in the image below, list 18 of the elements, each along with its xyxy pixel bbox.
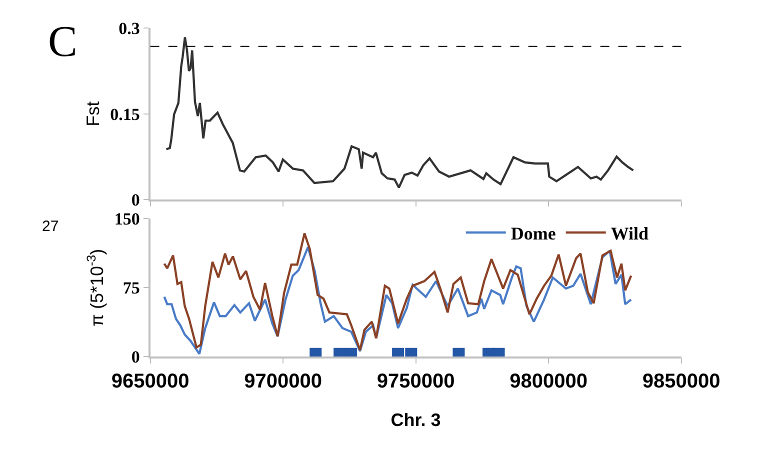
x-tick-label: 9700000 bbox=[244, 370, 322, 393]
y-tick-label: 0.15 bbox=[110, 104, 140, 124]
text: 27 bbox=[42, 218, 59, 235]
y-tick-label: 0 bbox=[131, 348, 140, 367]
x-tick-label: 9800000 bbox=[510, 370, 588, 393]
y-tick-label: 0 bbox=[131, 190, 140, 210]
y-tick-label: 0.3 bbox=[118, 19, 140, 38]
legend-label: Wild bbox=[610, 224, 649, 244]
y-tick-label: 150 bbox=[114, 210, 140, 229]
line-series bbox=[165, 36, 634, 189]
x-axis-title: Chr. 3 bbox=[390, 410, 441, 430]
y-tick-label: 75 bbox=[122, 278, 140, 298]
text: C bbox=[48, 17, 78, 66]
x-tick-label: 9650000 bbox=[111, 370, 190, 393]
x-tick-label: 9850000 bbox=[642, 370, 720, 393]
x-tick-label: 9750000 bbox=[376, 370, 455, 393]
legend-label: Dome bbox=[510, 224, 556, 244]
y-axis-title: Fst bbox=[82, 101, 103, 126]
